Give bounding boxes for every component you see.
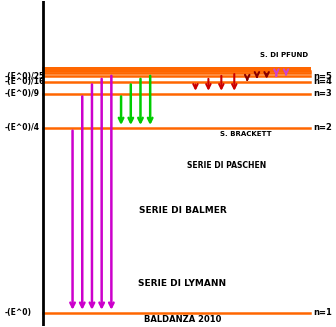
Text: -(E^0)/9: -(E^0)/9: [5, 89, 40, 98]
Text: n=4: n=4: [313, 77, 332, 86]
Text: BALDANZA 2010: BALDANZA 2010: [144, 315, 221, 324]
Text: SERIE DI BALMER: SERIE DI BALMER: [139, 206, 226, 215]
Text: n=5: n=5: [313, 72, 332, 80]
Text: n=2: n=2: [313, 123, 332, 132]
Text: SERIE DI LYMANN: SERIE DI LYMANN: [138, 279, 226, 288]
Text: S. DI PFUND: S. DI PFUND: [260, 52, 308, 58]
Text: -(E^0)/4: -(E^0)/4: [5, 123, 40, 132]
Text: -(E^0)/25: -(E^0)/25: [5, 72, 45, 80]
Text: SERIE DI PASCHEN: SERIE DI PASCHEN: [186, 161, 266, 170]
Text: n=1: n=1: [313, 308, 332, 317]
Text: -(E^0): -(E^0): [5, 308, 32, 317]
Text: S. BRACKETT: S. BRACKETT: [220, 131, 271, 137]
Text: n=3: n=3: [313, 89, 332, 98]
Text: -(E^0)/16: -(E^0)/16: [5, 77, 45, 86]
